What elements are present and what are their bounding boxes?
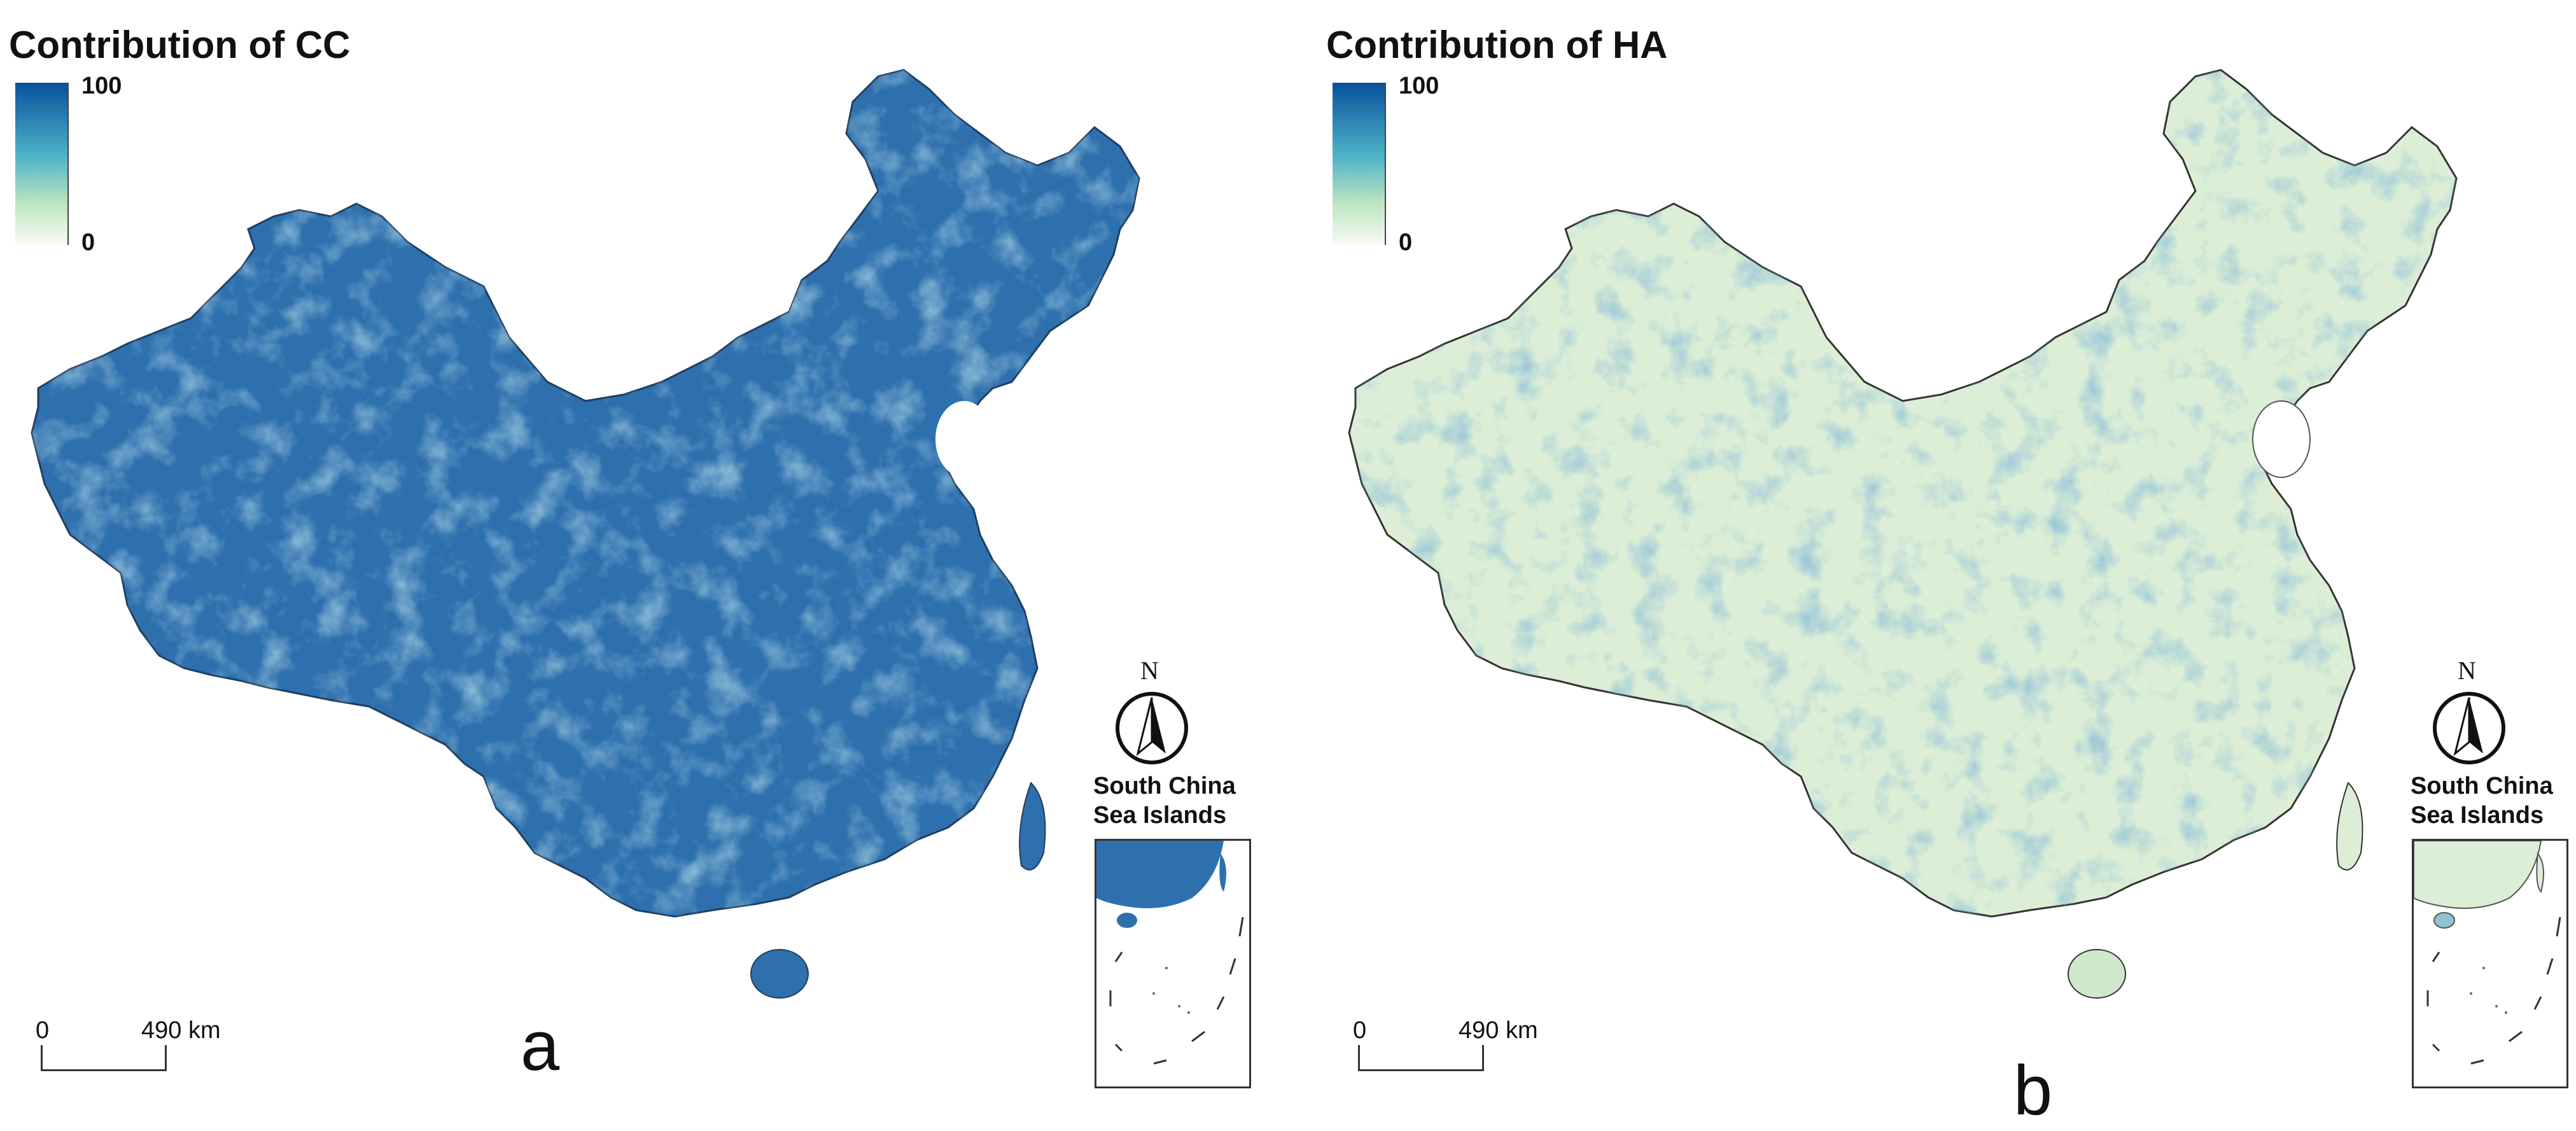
inset-title: South China Sea Islands bbox=[1093, 771, 1236, 830]
south-china-sea-inset bbox=[2412, 839, 2568, 1088]
bohai-sea bbox=[935, 401, 993, 477]
inset-title-line2: Sea Islands bbox=[2411, 802, 2544, 829]
south-china-sea-inset bbox=[1095, 839, 1251, 1088]
legend-max-label: 100 bbox=[81, 73, 122, 99]
panel-letter: a bbox=[521, 1007, 560, 1085]
inset-map bbox=[2414, 841, 2561, 1065]
map-title: Contribution of HA bbox=[1326, 24, 1668, 66]
china-map bbox=[1348, 69, 2458, 999]
legend-max-label: 100 bbox=[1399, 73, 1439, 99]
legend-color-bar bbox=[15, 83, 69, 245]
land-texture bbox=[32, 70, 1139, 917]
legend-min-label: 0 bbox=[1399, 229, 1413, 256]
taiwan-island bbox=[2336, 782, 2363, 871]
inset-title-line1: South China bbox=[1093, 773, 1236, 799]
panel-letter: b bbox=[2013, 1051, 2053, 1130]
map-title: Contribution of CC bbox=[9, 24, 351, 66]
inset-title: South China Sea Islands bbox=[2411, 771, 2553, 830]
north-label: N bbox=[2458, 656, 2476, 685]
hainan-island bbox=[750, 949, 809, 999]
hainan-island bbox=[2068, 949, 2126, 999]
scale-bar bbox=[41, 1045, 167, 1071]
taiwan-island bbox=[1019, 782, 1046, 871]
inset-title-line2: Sea Islands bbox=[1093, 802, 1227, 829]
inset-map bbox=[1096, 841, 1244, 1065]
china-map bbox=[31, 69, 1140, 999]
map-panel-a: Contribution of CC 100 0 0 490 km a N So… bbox=[0, 0, 1288, 1125]
north-arrow-icon bbox=[2433, 692, 2505, 764]
scale-distance-label: 490 km bbox=[1459, 1017, 1538, 1044]
bohai-sea bbox=[2252, 400, 2311, 478]
scale-zero-label: 0 bbox=[36, 1017, 50, 1044]
north-arrow-icon bbox=[1116, 692, 1188, 764]
legend-min-label: 0 bbox=[81, 229, 95, 256]
scale-zero-label: 0 bbox=[1353, 1017, 1367, 1044]
north-label: N bbox=[1140, 656, 1159, 685]
land-texture bbox=[1349, 70, 2456, 917]
map-panel-b: Contribution of HA 100 0 0 490 km b N So… bbox=[1317, 0, 2576, 1130]
inset-title-line1: South China bbox=[2411, 773, 2553, 799]
scale-distance-label: 490 km bbox=[141, 1017, 221, 1044]
scale-bar bbox=[1358, 1045, 1484, 1071]
legend-color-bar bbox=[1333, 83, 1386, 245]
